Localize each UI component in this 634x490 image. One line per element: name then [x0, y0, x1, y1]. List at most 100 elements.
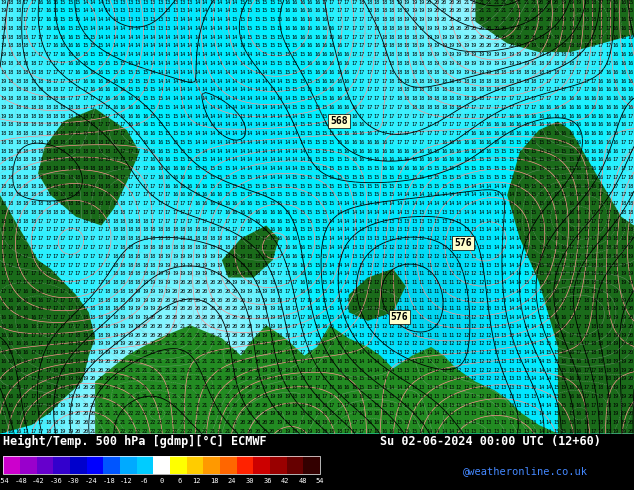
Text: 18: 18 — [598, 420, 604, 425]
Text: 18: 18 — [120, 219, 126, 224]
Text: 15: 15 — [359, 184, 365, 189]
Text: 21: 21 — [150, 359, 156, 364]
Text: 12: 12 — [471, 394, 477, 399]
Text: 13: 13 — [478, 420, 484, 425]
Text: 18: 18 — [75, 148, 81, 153]
Text: 12: 12 — [493, 368, 500, 373]
Text: 20: 20 — [463, 35, 470, 40]
Text: 14: 14 — [224, 122, 231, 127]
Text: 14: 14 — [247, 96, 253, 101]
Text: 15: 15 — [531, 289, 537, 294]
Text: 17: 17 — [366, 61, 372, 66]
Text: 14: 14 — [471, 210, 477, 215]
Text: 13: 13 — [523, 403, 529, 408]
Text: 14: 14 — [239, 87, 245, 92]
Text: 18: 18 — [605, 403, 612, 408]
Text: 13: 13 — [463, 227, 470, 232]
Text: 17: 17 — [471, 122, 477, 127]
Text: 21: 21 — [194, 376, 200, 381]
Text: 16: 16 — [628, 96, 634, 101]
Text: 19: 19 — [478, 70, 484, 75]
Text: 18: 18 — [67, 114, 74, 119]
Text: Height/Temp. 500 hPa [gdmp][°C] ECMWF: Height/Temp. 500 hPa [gdmp][°C] ECMWF — [3, 435, 267, 448]
Text: 15: 15 — [284, 193, 290, 197]
Text: 17: 17 — [157, 210, 163, 215]
Text: 14: 14 — [538, 368, 545, 373]
Text: 18: 18 — [389, 61, 395, 66]
Text: 20: 20 — [628, 342, 634, 346]
Text: 14: 14 — [247, 114, 253, 119]
Text: 15: 15 — [202, 166, 208, 171]
Text: 17: 17 — [172, 219, 178, 224]
Text: 14: 14 — [164, 61, 171, 66]
Text: 17: 17 — [8, 245, 14, 250]
Text: 19: 19 — [150, 271, 156, 276]
Text: 15: 15 — [508, 157, 514, 162]
Text: 16: 16 — [545, 306, 552, 311]
Text: 15: 15 — [321, 297, 328, 302]
Text: 17: 17 — [329, 403, 335, 408]
Text: 15: 15 — [82, 52, 89, 57]
Text: 17: 17 — [127, 201, 133, 206]
Text: 16: 16 — [523, 122, 529, 127]
Text: 15: 15 — [329, 131, 335, 136]
Text: 19: 19 — [0, 105, 6, 110]
Text: 17: 17 — [493, 105, 500, 110]
Text: 15: 15 — [545, 131, 552, 136]
Text: 14: 14 — [247, 61, 253, 66]
Text: 18: 18 — [605, 342, 612, 346]
Text: 22: 22 — [134, 412, 141, 416]
Text: 20: 20 — [134, 350, 141, 355]
Text: 16: 16 — [172, 193, 178, 197]
Text: 18: 18 — [75, 114, 81, 119]
Text: 20: 20 — [209, 297, 216, 302]
Text: 15: 15 — [247, 184, 253, 189]
Text: 15: 15 — [262, 44, 268, 49]
Text: 15: 15 — [0, 385, 6, 390]
Text: 22: 22 — [157, 429, 163, 434]
Text: 16: 16 — [583, 420, 589, 425]
Text: 15: 15 — [247, 8, 253, 13]
Text: 21: 21 — [187, 403, 193, 408]
Text: 20: 20 — [231, 376, 238, 381]
Text: 14: 14 — [112, 44, 119, 49]
Text: 20: 20 — [531, 17, 537, 22]
Text: 18: 18 — [403, 87, 410, 92]
Text: 17: 17 — [359, 420, 365, 425]
Text: 19: 19 — [89, 342, 96, 346]
Text: 13: 13 — [486, 297, 492, 302]
Text: 15: 15 — [306, 131, 313, 136]
Text: 15: 15 — [239, 17, 245, 22]
Text: 15: 15 — [187, 166, 193, 171]
Text: 15: 15 — [336, 148, 342, 153]
Text: 14: 14 — [329, 271, 335, 276]
Text: 18: 18 — [172, 227, 178, 232]
Text: 17: 17 — [67, 263, 74, 268]
Text: 14: 14 — [254, 96, 261, 101]
Text: 12: 12 — [478, 315, 484, 320]
Text: 17: 17 — [359, 44, 365, 49]
Text: 14: 14 — [276, 122, 283, 127]
Text: 19: 19 — [620, 429, 626, 434]
Text: 16: 16 — [598, 140, 604, 145]
Text: 18: 18 — [37, 148, 44, 153]
Text: 19: 19 — [434, 52, 440, 57]
Text: 12: 12 — [396, 254, 403, 259]
Text: 16: 16 — [344, 122, 350, 127]
Text: 17: 17 — [538, 87, 545, 92]
Text: 14: 14 — [336, 254, 342, 259]
Text: 17: 17 — [105, 122, 111, 127]
Text: 15: 15 — [321, 114, 328, 119]
Text: 15: 15 — [329, 122, 335, 127]
Text: 17: 17 — [172, 210, 178, 215]
Text: 21: 21 — [127, 368, 133, 373]
Text: 14: 14 — [471, 201, 477, 206]
Text: 18: 18 — [583, 280, 589, 285]
Text: 21: 21 — [127, 385, 133, 390]
Text: 17: 17 — [434, 140, 440, 145]
Text: 18: 18 — [15, 157, 22, 162]
Text: 0: 0 — [160, 478, 164, 484]
Text: 16: 16 — [157, 166, 163, 171]
Text: 16: 16 — [576, 122, 581, 127]
Text: 17: 17 — [538, 78, 545, 83]
